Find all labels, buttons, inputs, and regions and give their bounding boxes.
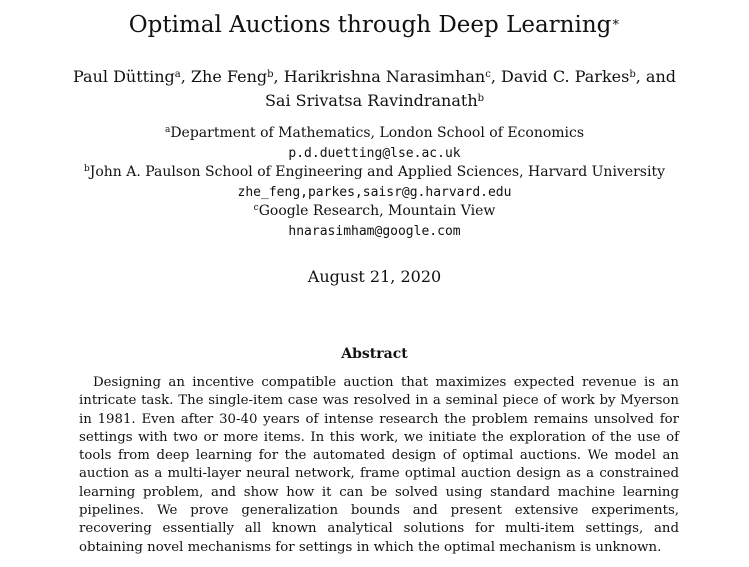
title-footnote-mark: ∗: [611, 15, 621, 30]
affiliation-email: hnarasimham@google.com: [288, 223, 461, 239]
affiliation-name: Department of Mathematics, London School…: [170, 125, 585, 141]
affiliation-email: p.d.duetting@lse.ac.uk: [288, 145, 461, 161]
author-affil-mark: c: [485, 69, 491, 80]
author-name: Zhe Feng: [190, 67, 268, 86]
author-affil-mark: a: [174, 69, 181, 80]
affiliation: aDepartment of Mathematics, London Schoo…: [0, 124, 749, 145]
author: Sai Srivatsa Ravindranathb: [265, 91, 484, 110]
abstract-heading: Abstract: [341, 346, 408, 362]
abstract-body: Designing an incentive compatible auctio…: [79, 375, 679, 555]
affiliation: bJohn A. Paulson School of Engineering a…: [0, 163, 749, 184]
author-line-1: Paul Düttinga, Zhe Fengb, Harikrishna Na…: [0, 66, 749, 90]
affiliation-name: John A. Paulson School of Engineering an…: [89, 164, 666, 180]
affiliation-email: zhe_feng,parkes,saisr@g.harvard.edu: [237, 184, 512, 200]
author: Zhe Fengb,: [191, 67, 284, 86]
author-affil-mark: b: [267, 69, 274, 80]
author-separator: , and: [635, 67, 676, 86]
affiliation-mark: a: [164, 125, 171, 135]
author-list: Paul Düttinga, Zhe Fengb, Harikrishna Na…: [0, 66, 749, 114]
paper-title-text: Optimal Auctions through Deep Learning: [128, 12, 612, 38]
affiliation-name: Google Research, Mountain View: [258, 203, 496, 219]
author-name: Harikrishna Narasimhan: [283, 67, 486, 86]
paper-date: August 21, 2020: [307, 267, 442, 286]
paper-title: Optimal Auctions through Deep Learning∗: [0, 12, 749, 38]
author-name: Paul Dütting: [73, 67, 175, 86]
author-name: Sai Srivatsa Ravindranath: [264, 91, 478, 110]
author-separator: ,: [273, 67, 284, 86]
author: Harikrishna Narasimhanc,: [284, 67, 501, 86]
author-name: David C. Parkes: [501, 67, 630, 86]
author-separator: ,: [490, 67, 502, 86]
affiliation-mark: c: [253, 203, 259, 213]
affiliation-mark: b: [83, 164, 90, 174]
author: David C. Parkesb, and: [501, 67, 676, 86]
author-affil-mark: b: [477, 93, 485, 104]
author-line-2: Sai Srivatsa Ravindranathb: [0, 90, 749, 114]
author-separator: ,: [180, 67, 191, 86]
author: Paul Düttinga,: [73, 67, 191, 86]
affiliation: cGoogle Research, Mountain View: [0, 202, 749, 223]
author-affil-mark: b: [629, 69, 636, 80]
affiliation-block: aDepartment of Mathematics, London Schoo…: [0, 124, 749, 241]
